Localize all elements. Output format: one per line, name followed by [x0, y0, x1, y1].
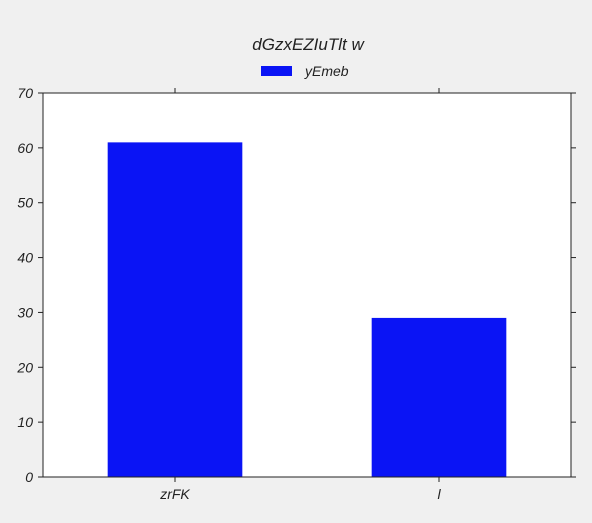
bars	[107, 142, 507, 477]
x-axis: zrFK l	[159, 88, 441, 502]
x-tick-label-l: l	[437, 486, 441, 502]
y-tick-label-30: 30	[17, 304, 33, 320]
y-tick-label-40: 40	[17, 250, 33, 266]
y-tick-label-10: 10	[17, 414, 33, 430]
plot-frame	[42, 92, 572, 478]
y-tick-label-0: 0	[25, 469, 33, 485]
bar-l	[371, 317, 507, 477]
legend-label-yemeb: yEmeb	[304, 63, 349, 79]
y-tick-label-60: 60	[17, 140, 33, 156]
y-tick-label-70: 70	[17, 85, 33, 101]
chart-title: dGzxEZIuTlt w	[252, 35, 365, 54]
y-tick-label-20: 20	[16, 359, 33, 375]
legend-swatch	[261, 66, 292, 76]
bar-zrfk	[107, 142, 243, 477]
y-axis: 0 10 20 30 40 50 60 70	[16, 85, 576, 485]
y-tick-label-50: 50	[17, 195, 33, 211]
x-tick-label-zrfk: zrFK	[159, 486, 190, 502]
legend: yEmeb	[261, 63, 349, 79]
